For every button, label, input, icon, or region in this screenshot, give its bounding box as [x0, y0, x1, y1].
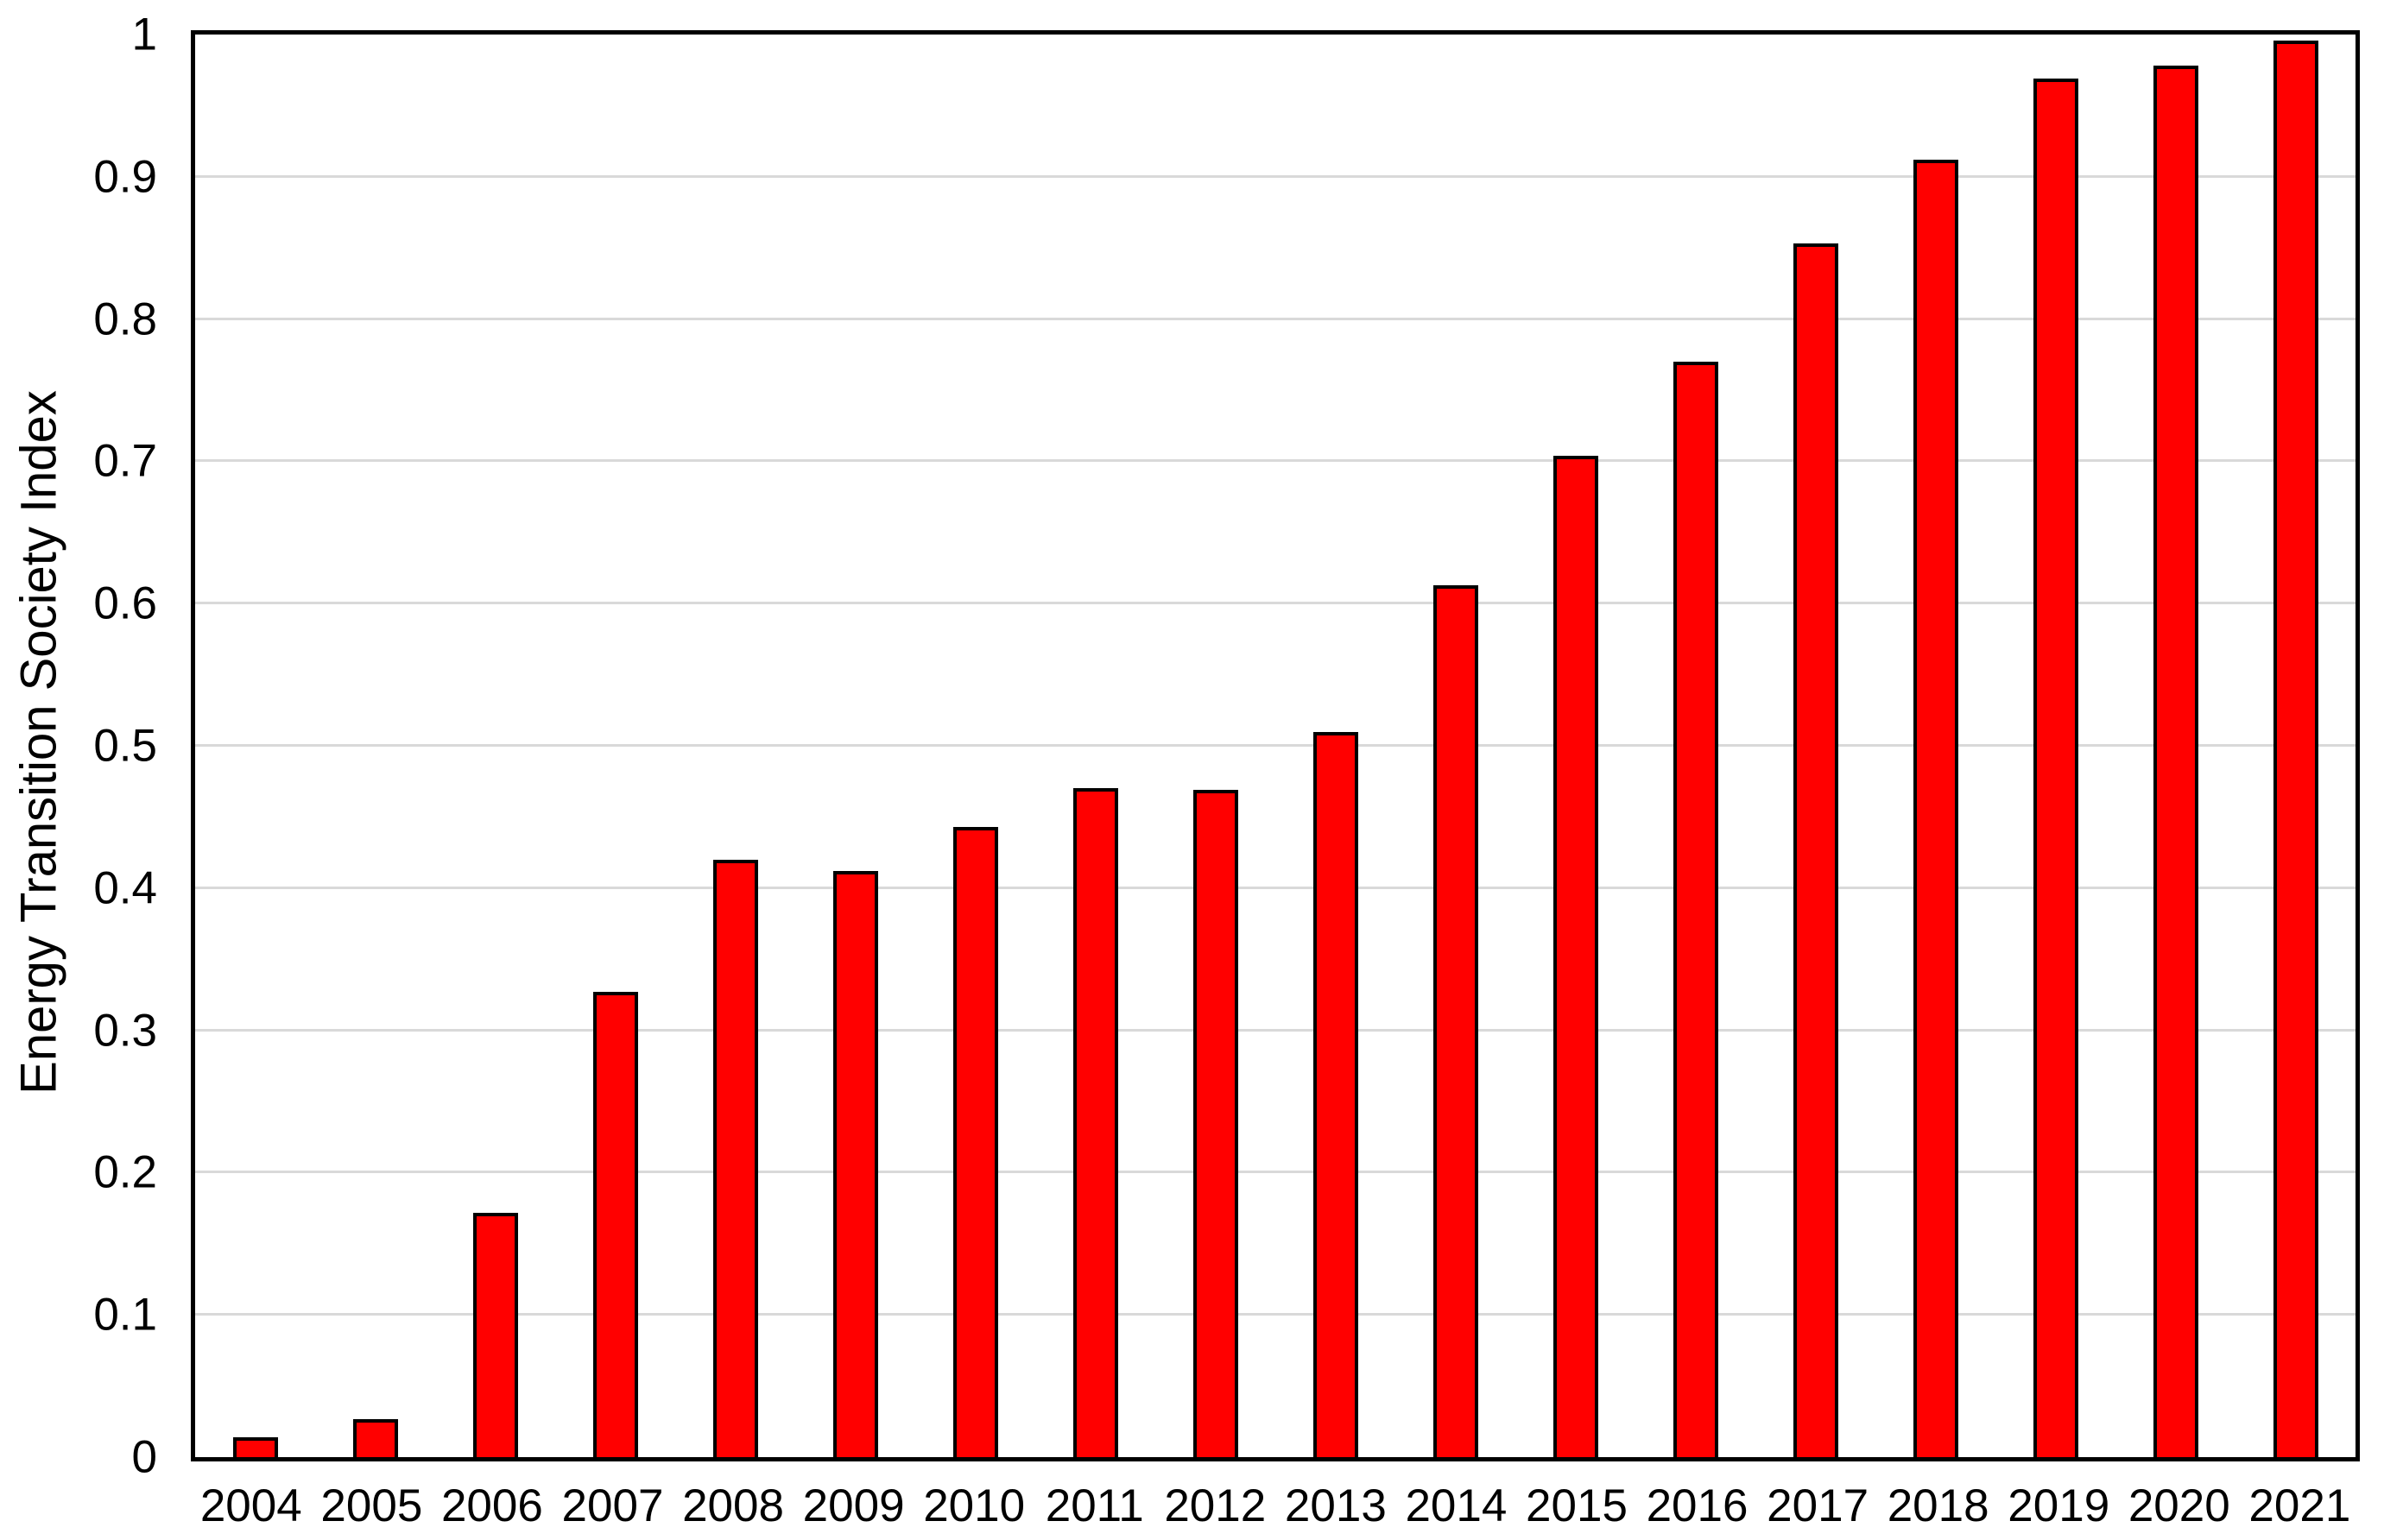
- bar-2006: [472, 1212, 518, 1457]
- x-tick-label-2009: 2009: [802, 1480, 905, 1531]
- y-tick-label-0.3: 0.3: [93, 1005, 157, 1057]
- bar-slot-2004: [195, 35, 315, 1457]
- bar-2004: [232, 1436, 278, 1457]
- gridline-0.4: [195, 886, 2356, 889]
- x-tick-label-2016: 2016: [1646, 1480, 1748, 1531]
- x-tick-label-2010: 2010: [923, 1480, 1026, 1531]
- bar-slot-2005: [315, 35, 435, 1457]
- y-tick-label-0.8: 0.8: [93, 293, 157, 345]
- y-tick-label-0.1: 0.1: [93, 1289, 157, 1341]
- y-tick-label-0.9: 0.9: [93, 151, 157, 203]
- bar-slot-2018: [1875, 35, 1995, 1457]
- gridline-0.8: [195, 317, 2356, 320]
- x-tick-label-2019: 2019: [2008, 1480, 2110, 1531]
- x-tick-label-2012: 2012: [1164, 1480, 1267, 1531]
- bar-slot-2009: [795, 35, 915, 1457]
- bar-slot-2006: [435, 35, 555, 1457]
- bar-2010: [952, 826, 998, 1457]
- bar-2016: [1673, 362, 1718, 1457]
- y-tick-label-1: 1: [131, 9, 157, 60]
- x-tick-label-2005: 2005: [320, 1480, 423, 1531]
- bar-2019: [2033, 79, 2078, 1457]
- bar-slot-2015: [1515, 35, 1635, 1457]
- bar-slot-2019: [1995, 35, 2115, 1457]
- bar-slot-2013: [1275, 35, 1395, 1457]
- y-tick-label-0.2: 0.2: [93, 1146, 157, 1198]
- bar-2011: [1072, 788, 1118, 1457]
- x-tick-label-2004: 2004: [199, 1480, 302, 1531]
- bar-slot-2008: [675, 35, 795, 1457]
- bar-2008: [712, 859, 758, 1457]
- x-tick-label-2021: 2021: [2248, 1480, 2351, 1531]
- bar-2013: [1312, 731, 1358, 1457]
- x-axis-tick-labels: 2004 2005 2006 2007 2008 2009 2010 2011 2012 2013…: [191, 1480, 2360, 1531]
- bar-2007: [592, 992, 638, 1457]
- bar-2012: [1192, 790, 1238, 1457]
- bar-2005: [352, 1418, 398, 1457]
- x-tick-label-2017: 2017: [1767, 1480, 1869, 1531]
- bar-2018: [1913, 160, 1958, 1457]
- x-tick-label-2006: 2006: [440, 1480, 543, 1531]
- bar-2021: [2273, 40, 2318, 1457]
- bar-2017: [1793, 243, 1838, 1457]
- y-tick-label-0.4: 0.4: [93, 862, 157, 914]
- x-tick-label-2014: 2014: [1405, 1480, 1508, 1531]
- gridline-0.6: [195, 602, 2356, 605]
- gridline-0.3: [195, 1028, 2356, 1032]
- x-tick-label-2008: 2008: [682, 1480, 784, 1531]
- bar-slot-2021: [2235, 35, 2356, 1457]
- bar-slot-2014: [1395, 35, 1515, 1457]
- bar-slot-2012: [1155, 35, 1275, 1457]
- bar-slot-2010: [915, 35, 1035, 1457]
- x-tick-label-2011: 2011: [1045, 1480, 1144, 1531]
- x-tick-label-2015: 2015: [1526, 1480, 1628, 1531]
- bar-2015: [1552, 455, 1598, 1457]
- gridline-0.1: [195, 1313, 2356, 1316]
- y-tick-label-0.7: 0.7: [93, 435, 157, 487]
- gridline-0.7: [195, 459, 2356, 463]
- bar-2014: [1432, 584, 1478, 1457]
- y-tick-label-0: 0: [131, 1431, 157, 1483]
- gridline-0.9: [195, 174, 2356, 178]
- x-tick-label-2018: 2018: [1887, 1480, 1989, 1531]
- y-tick-label-0.5: 0.5: [93, 720, 157, 772]
- bar-slot-2016: [1635, 35, 1755, 1457]
- gridline-0.5: [195, 744, 2356, 747]
- gridline-0.2: [195, 1171, 2356, 1174]
- bar-slot-2017: [1755, 35, 1875, 1457]
- bar-slot-2020: [2115, 35, 2235, 1457]
- plot-area: [191, 30, 2360, 1461]
- bar-2009: [832, 871, 878, 1457]
- x-tick-label-2007: 2007: [561, 1480, 664, 1531]
- x-tick-label-2020: 2020: [2128, 1480, 2230, 1531]
- bar-slot-2007: [555, 35, 675, 1457]
- bar-slot-2011: [1035, 35, 1155, 1457]
- bars-row: [195, 35, 2356, 1457]
- x-tick-label-2013: 2013: [1284, 1480, 1387, 1531]
- y-tick-label-0.6: 0.6: [93, 578, 157, 629]
- bar-2020: [2153, 66, 2198, 1457]
